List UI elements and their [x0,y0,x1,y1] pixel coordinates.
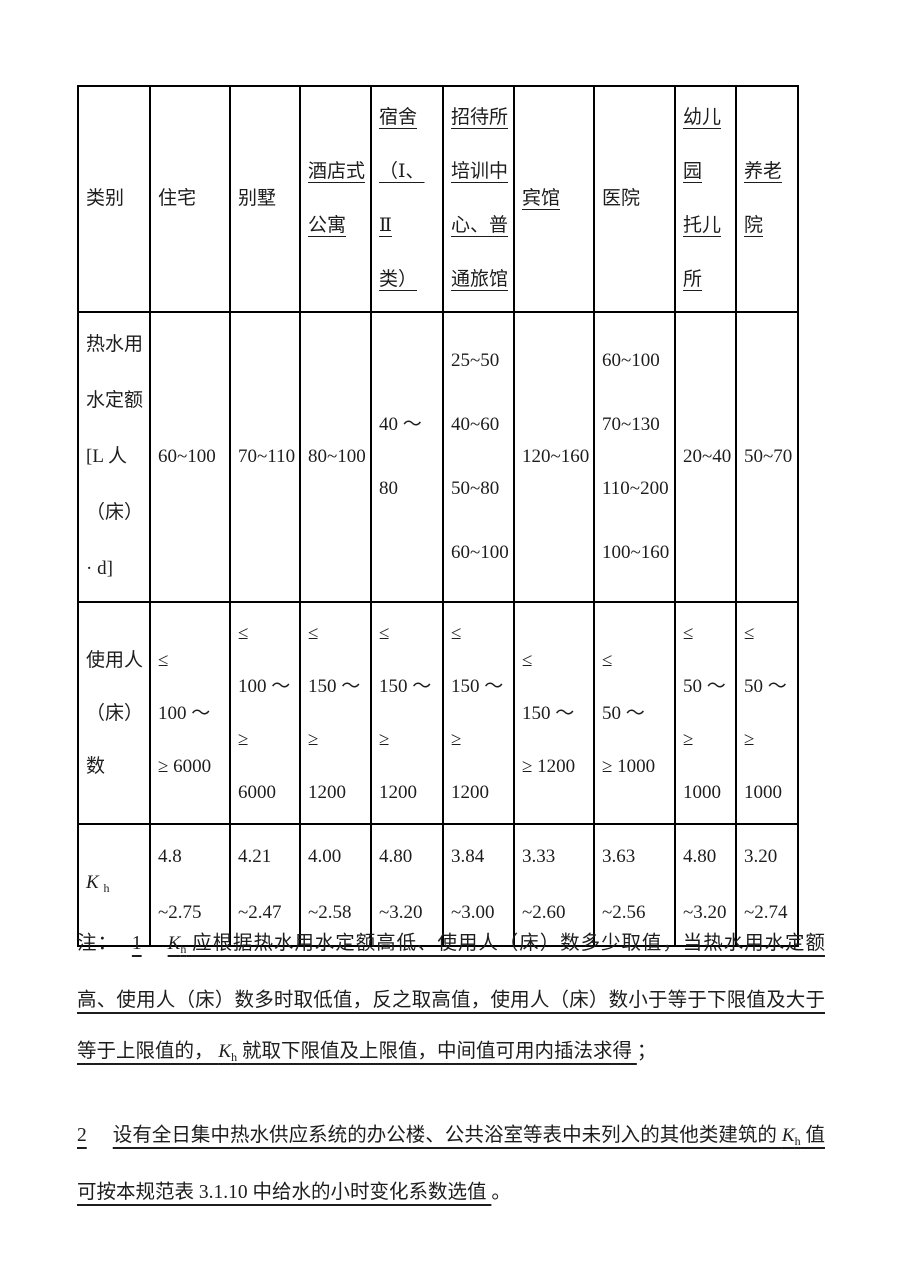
kh-hospital: 3.63 ~2.56 [593,823,676,947]
quota-hospital: 60~100 70~130 110~200 100~160 [593,311,676,603]
quota-dormitory: 40 ～ 80 [370,311,444,603]
row-label-kh-coefficient: K h [77,823,151,947]
row-label-hot-water-quota: 热水用 水定额 [L 人 （床） · d] [77,311,151,603]
corner-label-category: 类别 [77,85,151,313]
kh-symbol: K [781,1125,795,1146]
kh-symbol: K [167,933,181,954]
quota-nursing-home: 50~70 [735,311,799,603]
users-residential: ≤ 100 ～ ≥ 6000 [149,601,231,825]
quota-kindergarten-nursery: 20~40 [674,311,737,603]
kh-nursing-home: 3.20 ~2.74 [735,823,799,947]
users-dormitory: ≤ 150 ～ ≥ 1200 [370,601,444,825]
users-villa: ≤ 100 ～ ≥ 6000 [229,601,301,825]
note-prefix: 注： [77,933,118,954]
users-hotel-style-apartment: ≤ 150 ～ ≥ 1200 [299,601,372,825]
note-2: 2 设有全日集中热水供应系统的办公楼、公共浴室等表中未列入的其他类建筑的 Kh 值… [77,1110,825,1218]
quota-guesthouse-training-center: 25~50 40~60 50~80 60~100 [442,311,515,603]
users-nursing-home: ≤ 50 ～ ≥ 1000 [735,601,799,825]
header-hospital: 医院 [593,85,676,313]
kh-hotel-style-apartment: 4.00 ~2.58 [299,823,372,947]
note-1-punctuation: ； [636,1041,657,1062]
header-villa: 别墅 [229,85,301,313]
quota-hotel-style-apartment: 80~100 [299,311,372,603]
note-2-text: 设有全日集中热水供应系统的办公楼、公共浴室等表中未列入的其他类建筑的 Kh 值可… [77,1125,825,1203]
header-kindergarten-nursery: 幼儿园 托儿 所 [674,85,737,313]
table-container: 类别 住宅 别墅 酒店式 公寓 宿舍 （Ⅰ、 Ⅱ 类） 招待所 培训中 心、普 … [77,85,799,947]
quota-villa: 70~110 [229,311,301,603]
kh-symbol: K [86,871,99,893]
header-hotel: 宾馆 [513,85,595,313]
users-kindergarten-nursery: ≤ 50 ～ ≥ 1000 [674,601,737,825]
note-1-text: Kh 应根据热水用水定额高低、使用人（床）数多少取值，当热水用水定额高、使用人（… [77,933,825,1064]
users-hotel: ≤ 150 ～ ≥ 1200 [513,601,595,825]
note-2-punctuation: 。 [491,1182,511,1203]
note-1: 注： 1 Kh 应根据热水用水定额高低、使用人（床）数多少取值，当热水用水定额高、使… [77,918,825,1083]
quota-residential: 60~100 [149,311,231,603]
quota-hotel: 120~160 [513,311,595,603]
kh-dormitory: 4.80 ~3.20 [370,823,444,947]
note-1-number: 1 [131,933,142,954]
kh-villa: 4.21 ~2.47 [229,823,301,947]
kh-kindergarten-nursery: 4.80 ~3.20 [674,823,737,947]
header-guesthouse-training-center: 招待所 培训中 心、普 通旅馆 [442,85,515,313]
kh-guesthouse-training-center: 3.84 ~3.00 [442,823,515,947]
kh-symbol: K [218,1041,232,1062]
header-residential: 住宅 [149,85,231,313]
header-nursing-home: 养老 院 [735,85,799,313]
kh-residential: 4.8 ~2.75 [149,823,231,947]
header-hotel-style-apartment: 酒店式 公寓 [299,85,372,313]
hot-water-quota-table: 类别 住宅 别墅 酒店式 公寓 宿舍 （Ⅰ、 Ⅱ 类） 招待所 培训中 心、普 … [77,85,799,947]
users-guesthouse-training-center: ≤ 150 ～ ≥ 1200 [442,601,515,825]
notes-section: 注： 1 Kh 应根据热水用水定额高低、使用人（床）数多少取值，当热水用水定额高、使… [77,918,825,1218]
note-2-number: 2 [77,1125,87,1146]
row-label-users-beds: 使用人 （床） 数 [77,601,151,825]
header-dormitory: 宿舍 （Ⅰ、 Ⅱ 类） [370,85,444,313]
kh-hotel: 3.33 ~2.60 [513,823,595,947]
users-hospital: ≤ 50 ～ ≥ 1000 [593,601,676,825]
